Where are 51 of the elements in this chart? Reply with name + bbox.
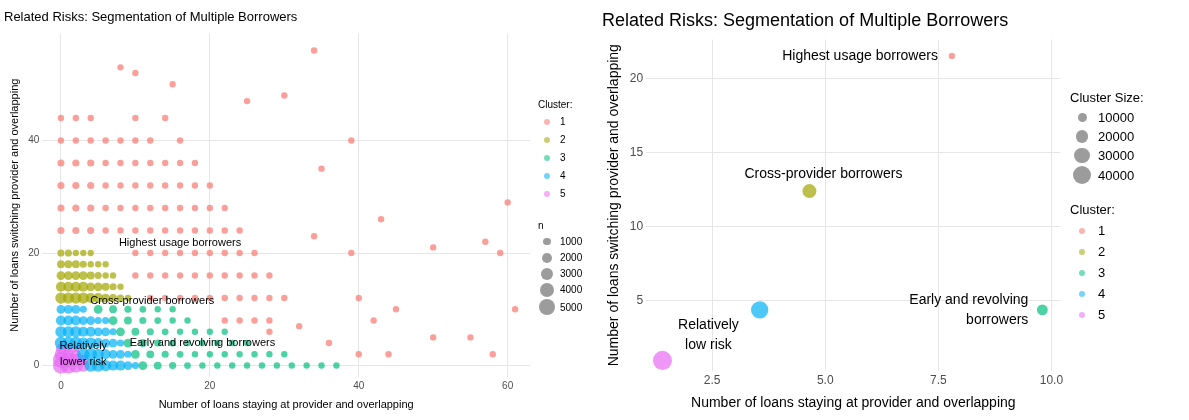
x-tick-label: 20 <box>204 379 216 391</box>
legend-label: 1 <box>1098 223 1106 238</box>
annotation: Cross-provider borrowers <box>90 294 215 307</box>
legend-title: Cluster: <box>1070 202 1116 217</box>
legend-label: 5 <box>1098 307 1106 322</box>
legend-label: 4 <box>560 170 566 182</box>
legend-label: 30000 <box>1098 148 1135 163</box>
y-tick-label: 20 <box>28 246 40 258</box>
annotation: Cross-provider borrowers <box>744 164 903 181</box>
text: n <box>538 219 545 231</box>
legend-label: 5 <box>560 188 566 200</box>
legend-label: 40000 <box>1098 167 1135 183</box>
legend-label: 4000 <box>560 284 583 296</box>
x-tick-label: 2.5 <box>703 373 721 388</box>
y-tick-label: 40 <box>28 134 40 146</box>
legend-label: 3 <box>560 152 566 164</box>
y-axis-title: Number of loans switching provider and overlapping <box>605 44 622 367</box>
legend-label: 1000 <box>560 236 583 248</box>
x-tick-label: 5.0 <box>816 373 834 388</box>
legend-label: 5000 <box>560 301 583 313</box>
x-tick-label: 10.0 <box>1039 373 1064 388</box>
legend-label: 20000 <box>1098 129 1135 144</box>
legend-label: 2 <box>1098 244 1106 259</box>
annotation: Early and revolving borrowers <box>909 290 1029 327</box>
x-tick-label: 0 <box>58 379 65 391</box>
legend-label: 2 <box>560 134 566 146</box>
y-tick-label: 0 <box>33 359 40 371</box>
annotation: Highest usage borrowers <box>782 46 938 63</box>
annotation: Relatively low risk <box>678 316 739 353</box>
legend-label: 10000 <box>1098 110 1135 125</box>
legend-label: 3000 <box>560 268 583 280</box>
legend-label: 4 <box>1098 286 1106 301</box>
x-tick-label: 7.5 <box>929 373 947 388</box>
x-axis-title: Number of loans staying at provider and overlapping <box>691 394 1016 411</box>
chart-title: Related Risks: Segmentation of Multiple Borrowers <box>4 9 298 25</box>
annotation: Highest usage borrowers <box>118 236 242 249</box>
y-tick-label: 20 <box>629 70 644 85</box>
chart-title: Related Risks: Segmentation of Multiple Borrowers <box>602 9 1009 30</box>
text: Cluster Size: <box>1070 90 1145 105</box>
legend-title: Cluster: <box>538 98 574 110</box>
legend-label: 2000 <box>560 252 583 264</box>
x-tick-label: 60 <box>502 379 514 391</box>
annotation: Relatively lower risk <box>59 339 108 368</box>
x-axis-title: Number of loans staying at provider and overlapping <box>158 398 414 411</box>
legend-label: 1 <box>560 116 566 128</box>
y-tick-label: 15 <box>629 144 644 159</box>
y-axis-title: Number of loans switching provider and overlapping <box>7 78 20 332</box>
y-tick-label: 5 <box>636 293 644 308</box>
legend-label: 3 <box>1098 265 1106 280</box>
y-tick-label: 10 <box>629 219 644 234</box>
x-tick-label: 40 <box>353 379 365 391</box>
